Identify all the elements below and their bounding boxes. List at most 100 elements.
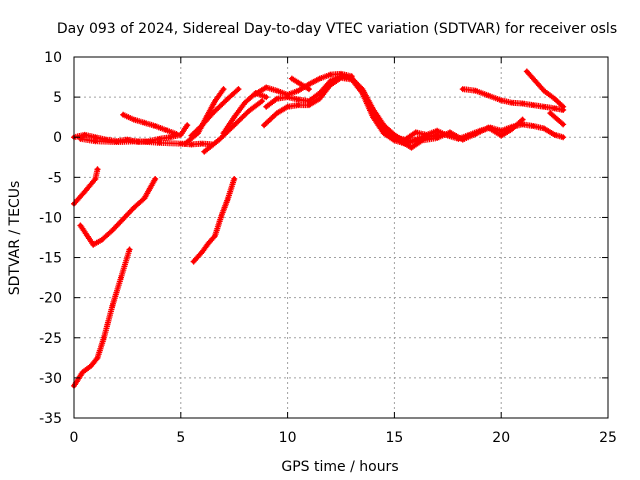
data-point — [460, 86, 465, 92]
data-point — [127, 247, 132, 252]
data-point — [552, 132, 557, 138]
data-point — [232, 122, 237, 128]
data-point — [202, 149, 207, 154]
data-point — [264, 104, 269, 109]
x-tick-label: 0 — [70, 430, 79, 446]
data-point — [259, 98, 265, 104]
data-point — [413, 138, 418, 143]
data-point — [306, 86, 312, 92]
data-point — [541, 88, 547, 93]
data-point — [285, 104, 290, 109]
data-point — [261, 122, 267, 128]
y-tick-label: 10 — [44, 50, 62, 66]
y-tick-label: -35 — [39, 411, 62, 427]
data-point — [236, 86, 241, 92]
data-point — [296, 97, 301, 102]
data-point — [285, 94, 290, 100]
data-point — [253, 91, 258, 97]
data-point — [210, 110, 216, 116]
data-point — [434, 135, 440, 141]
data-point — [413, 130, 418, 135]
grid — [74, 57, 608, 418]
data-points — [71, 68, 567, 389]
data-point — [199, 141, 205, 146]
data-point — [78, 223, 83, 228]
data-point — [552, 106, 557, 111]
y-tick-label: 0 — [53, 130, 62, 146]
data-point — [274, 110, 280, 116]
data-point — [274, 96, 280, 101]
data-point — [152, 123, 158, 129]
data-point — [178, 141, 183, 146]
data-point — [225, 96, 230, 101]
data-point — [296, 102, 301, 108]
data-point — [88, 363, 94, 369]
data-point — [82, 189, 87, 194]
data-point — [541, 104, 547, 109]
data-point — [131, 205, 137, 211]
series-arc-8 — [252, 70, 355, 98]
data-point — [509, 100, 515, 105]
data-point — [486, 125, 491, 130]
x-tick-label: 15 — [385, 430, 403, 446]
series-markers — [387, 116, 526, 151]
data-point — [118, 275, 124, 280]
data-point — [167, 135, 173, 140]
data-point — [206, 240, 211, 246]
data-point — [93, 176, 98, 182]
data-point — [225, 196, 230, 202]
series-arc-20 — [190, 175, 238, 265]
axes: -35 -30 -25 -20 -15 -10 -5 0 5 10 0 5 10 15 20 25 — [39, 50, 617, 446]
data-point — [560, 122, 566, 127]
data-point — [398, 139, 404, 144]
data-point — [199, 122, 205, 128]
x-tick-label: 20 — [492, 430, 510, 446]
data-point — [317, 96, 322, 101]
data-point — [135, 139, 141, 144]
data-point — [82, 132, 87, 138]
x-tick-label: 25 — [599, 430, 617, 446]
data-point — [264, 85, 269, 90]
data-point — [531, 102, 536, 108]
series-markers — [188, 86, 242, 139]
series-markers — [71, 166, 101, 207]
data-point — [120, 112, 126, 117]
data-point — [93, 139, 98, 144]
data-point — [447, 130, 453, 135]
data-point — [110, 303, 115, 308]
data-point — [152, 176, 158, 182]
data-point — [317, 76, 322, 81]
series-arc-19 — [71, 246, 133, 389]
data-point — [157, 140, 162, 146]
data-point — [101, 335, 107, 340]
y-axis-label: SDTVAR / TECUs — [7, 181, 23, 296]
data-point — [554, 116, 559, 121]
series-markers — [120, 111, 180, 138]
data-point — [499, 98, 504, 103]
data-point — [217, 137, 222, 142]
series-arc-3 — [120, 111, 180, 138]
data-point — [232, 176, 237, 182]
data-point — [246, 108, 252, 113]
y-tick-label: -5 — [48, 170, 62, 186]
data-point — [473, 131, 478, 137]
series-arc-5 — [188, 86, 242, 139]
y-tick-label: -30 — [39, 371, 62, 387]
data-point — [95, 355, 100, 361]
data-point — [509, 127, 515, 132]
data-point — [328, 82, 333, 88]
data-point — [524, 69, 530, 74]
data-point — [560, 135, 566, 140]
x-axis-label: GPS time / hours — [281, 459, 398, 475]
data-point — [560, 104, 566, 109]
data-point — [560, 107, 566, 113]
data-point — [80, 370, 85, 375]
data-point — [419, 138, 425, 143]
data-point — [182, 141, 188, 146]
chart-title: Day 093 of 2024, Sidereal Day-to-day VTE… — [57, 21, 617, 37]
data-point — [99, 237, 104, 243]
plot-frame — [73, 56, 609, 419]
data-point — [191, 259, 196, 264]
data-point — [212, 98, 218, 104]
